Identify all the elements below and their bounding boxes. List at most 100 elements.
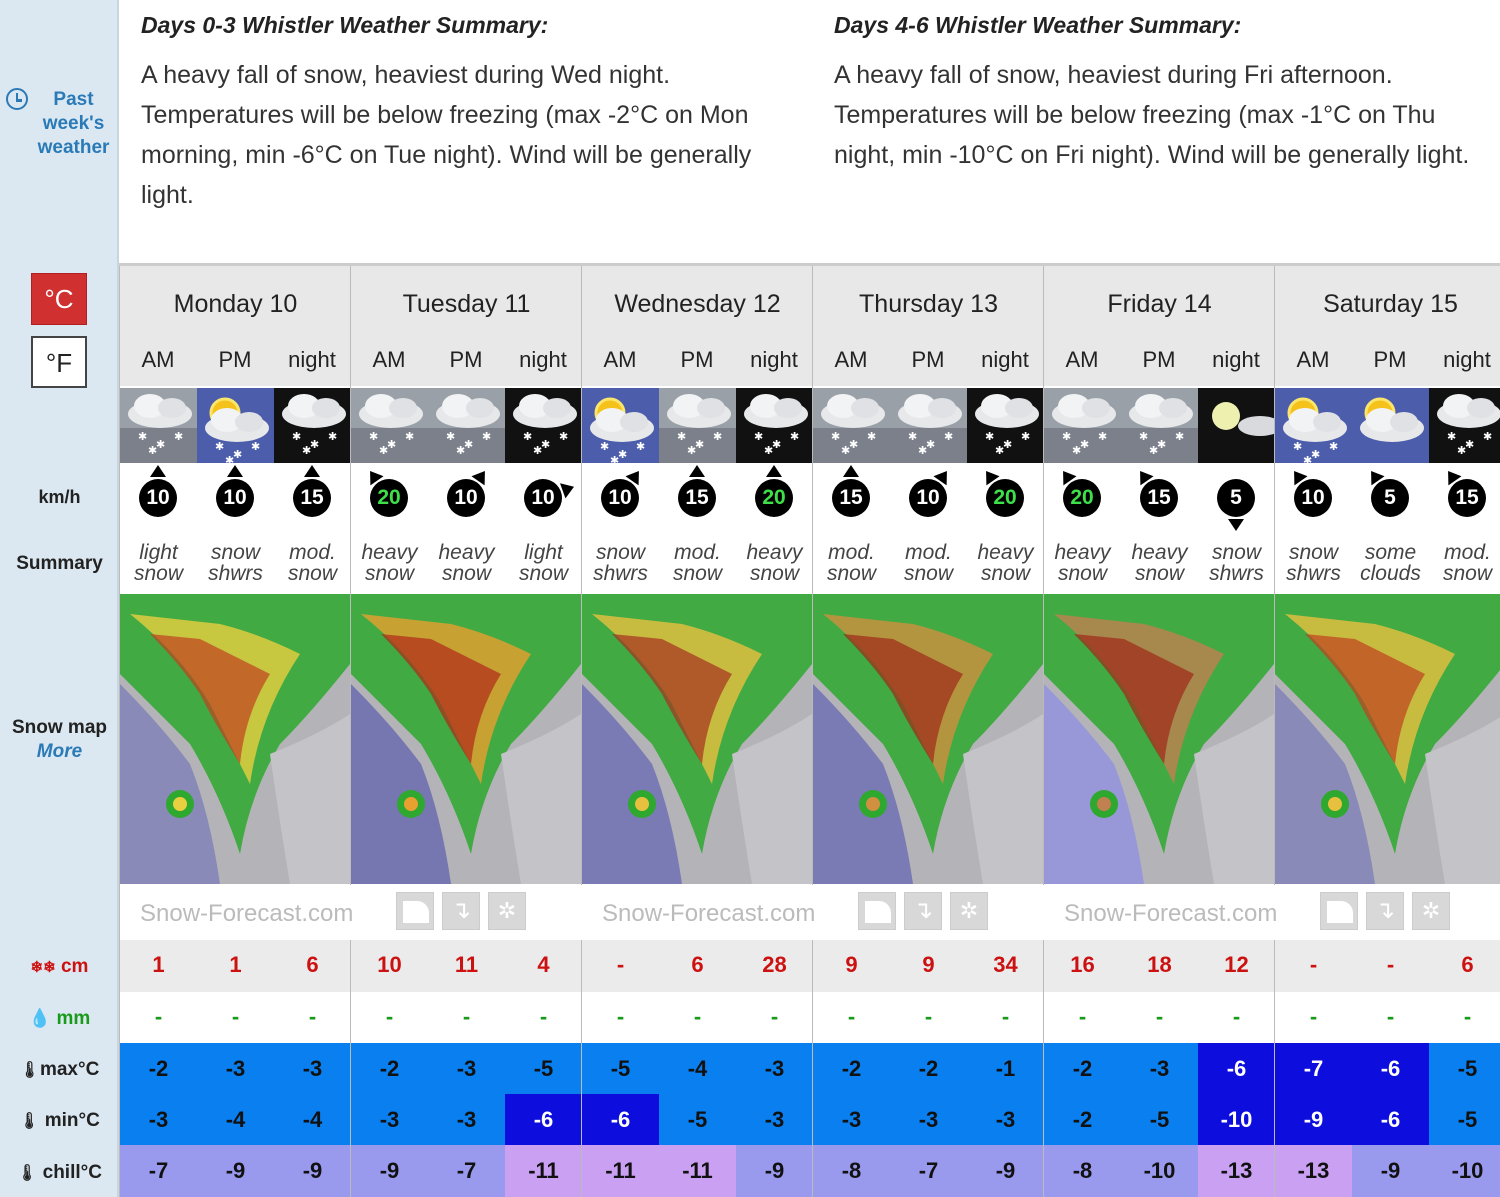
wind-chill: -8 (1044, 1145, 1121, 1197)
wind-chill: -9 (351, 1145, 428, 1197)
svg-text:✱: ✱ (867, 430, 876, 443)
svg-text:✱: ✱ (225, 454, 234, 463)
day-header (1275, 266, 1500, 386)
summary-cell: snow shwrs (1275, 542, 1352, 584)
snow-map[interactable] (1275, 594, 1500, 884)
svg-text:✱: ✱ (1293, 440, 1302, 453)
wind-cell: 15 (813, 463, 890, 535)
day-name: Saturday 15 (1323, 290, 1458, 318)
svg-text:✱: ✱ (1457, 444, 1466, 457)
weather-icon: ✱ ✱ ✱ ✱ (120, 388, 197, 463)
summary-word: heavy (438, 541, 495, 564)
summary-cell: heavy snow (736, 542, 813, 584)
cloud-view-icon[interactable] (858, 892, 896, 930)
max-temp: -2 (351, 1043, 428, 1094)
summary-word: snow (980, 562, 1031, 585)
wind-cell: 10 (197, 463, 274, 535)
summary-word: heavy (1054, 541, 1111, 564)
weather-icon (1198, 388, 1275, 463)
snow-amount: - (616, 952, 625, 977)
wind-speed: 20 (1063, 479, 1101, 517)
cloud-view-icon[interactable] (1320, 892, 1358, 930)
day-divider (1274, 940, 1275, 1197)
weather-icon: ✱ ✱ ✱ ✱ (736, 388, 813, 463)
wind-cell: 5 (1198, 463, 1275, 535)
weather-icon: ✱ ✱ ✱ ✱ (428, 388, 505, 463)
summary-word: heavy (1131, 541, 1188, 564)
max-temp: -3 (428, 1043, 505, 1094)
rain-amount: - (539, 1004, 548, 1029)
svg-text:✱: ✱ (387, 438, 396, 451)
wind-speed: 10 (524, 479, 562, 517)
rain-amount: - (1309, 1004, 1318, 1029)
rain-amount: - (462, 1004, 471, 1029)
svg-text:✱: ✱ (687, 444, 696, 457)
wind-cell: 5 (1352, 463, 1429, 535)
snow-map-more-link[interactable]: More (36, 741, 83, 762)
svg-text:✱: ✱ (1149, 444, 1158, 457)
brand-row (119, 884, 1500, 940)
summary-days-0-3: Days 0-3 Whistler Weather Summary: A hea… (141, 12, 791, 215)
svg-text:✱: ✱ (1098, 430, 1107, 443)
min-temp: -3 (428, 1094, 505, 1145)
summary-cell: mod. snow (813, 542, 890, 584)
snow-map[interactable] (120, 594, 350, 884)
snow-amount: 6 (306, 952, 319, 977)
wind-speed: 15 (1448, 479, 1486, 517)
svg-text:✱: ✱ (1175, 430, 1184, 443)
svg-text:✱: ✱ (677, 430, 686, 443)
wind-cell: 10 (890, 463, 967, 535)
summary-cell: light snow (120, 542, 197, 584)
down-arrow-icon[interactable]: ↴ (442, 892, 480, 930)
snow-amount: - (1309, 952, 1318, 977)
thermometer-icon: 🌡 (19, 1062, 40, 1079)
wind-chill: -10 (1121, 1145, 1198, 1197)
summary-word: snow (287, 562, 338, 585)
past-weather-link[interactable]: Past week's weather (0, 88, 119, 160)
wind-chill: -7 (120, 1145, 197, 1197)
cloud-view-icon[interactable] (396, 892, 434, 930)
wind-chill: -13 (1198, 1145, 1275, 1197)
day-divider (1043, 940, 1044, 1197)
snow-amount: 10 (377, 952, 402, 977)
wind-cell: 20 (351, 463, 428, 535)
summary-word: snow (672, 562, 723, 585)
fahrenheit-button[interactable]: °F (31, 336, 87, 388)
snowflake-view-icon[interactable]: ✲ (488, 892, 526, 930)
down-arrow-icon[interactable]: ↴ (904, 892, 942, 930)
period-label: night (981, 347, 1029, 372)
snow-row-bg (119, 940, 1500, 992)
weather-icon: ✱ ✱ ✱ ✱ (890, 388, 967, 463)
snow-map[interactable] (351, 594, 581, 884)
day-divider (1043, 266, 1044, 885)
period-label: night (519, 347, 567, 372)
celsius-button[interactable]: °C (31, 273, 87, 325)
snow-row-label: ❄❄ cm (30, 956, 89, 977)
chill-row-label: 🌡 chill°C (17, 1162, 102, 1183)
wind-chill: -11 (582, 1145, 659, 1197)
wind-speed: 15 (1140, 479, 1178, 517)
rain-amount: - (616, 1004, 625, 1029)
svg-text:✱: ✱ (841, 444, 850, 457)
max-temp: -5 (582, 1043, 659, 1094)
summary-cell: mod. snow (274, 542, 351, 584)
svg-text:✱: ✱ (1465, 438, 1474, 451)
summary-word: snow (826, 562, 877, 585)
summary-word: snow (1211, 541, 1262, 564)
snow-amount: 1 (152, 952, 165, 977)
wind-speed: 10 (139, 479, 177, 517)
weather-icon: ✱ ✱ ✱ ✱ (1429, 388, 1500, 463)
snowflake-view-icon[interactable]: ✲ (950, 892, 988, 930)
day-divider (812, 940, 813, 1197)
snow-map[interactable] (582, 594, 812, 884)
day-header (813, 266, 1043, 386)
snowflake-view-icon[interactable]: ✲ (1412, 892, 1450, 930)
summary-word: light (524, 541, 563, 564)
wind-chill: -13 (1275, 1145, 1352, 1197)
period-label: AM (1296, 347, 1330, 372)
down-arrow-icon[interactable]: ↴ (1366, 892, 1404, 930)
snow-map[interactable] (813, 594, 1043, 884)
sidebar: Past week's weather °C °F km/h Summary S… (0, 0, 119, 1197)
wind-chill: -9 (197, 1145, 274, 1197)
snow-map[interactable] (1044, 594, 1274, 884)
